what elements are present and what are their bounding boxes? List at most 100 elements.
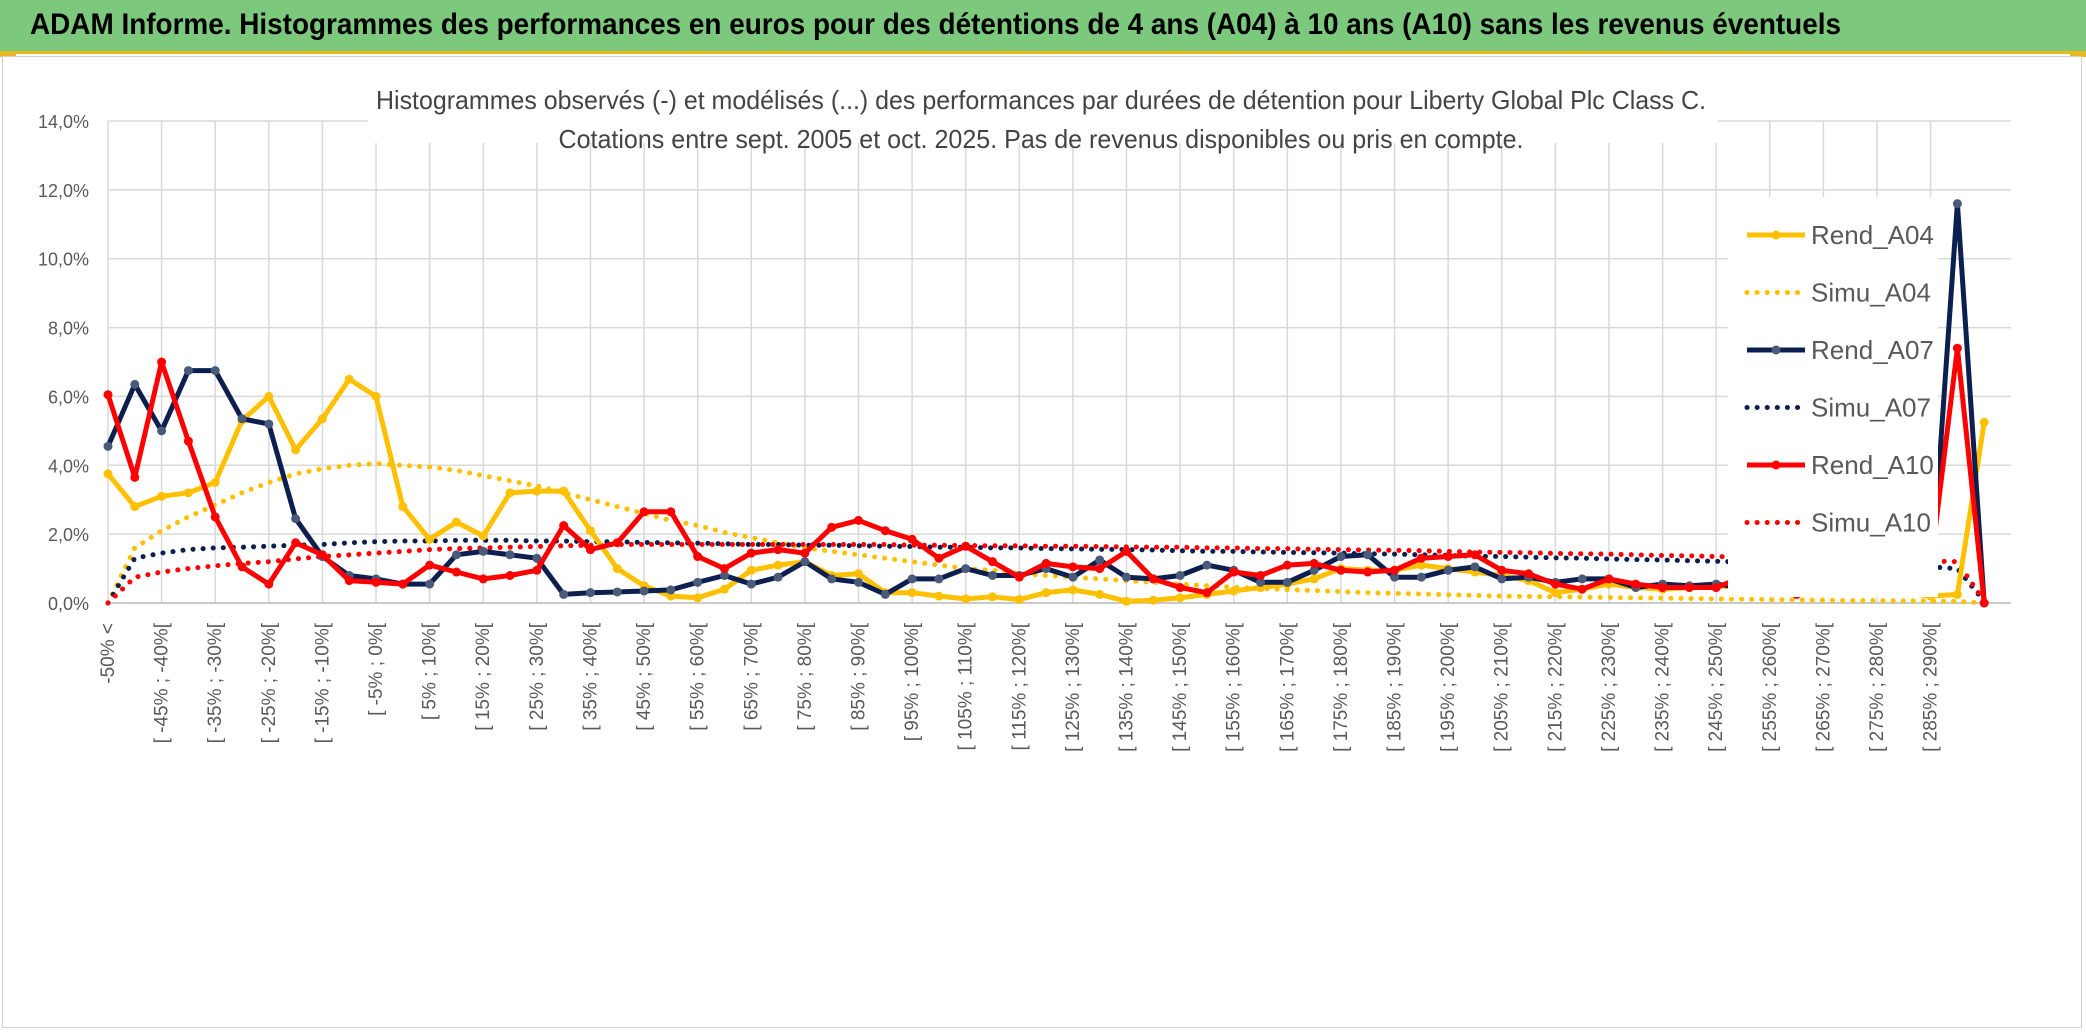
y-tick-label: 12,0% <box>38 181 89 201</box>
report-title: ADAM Informe. Histogrammes des performan… <box>30 8 1842 41</box>
data-point <box>1336 552 1346 562</box>
legend-marker <box>1771 460 1781 470</box>
data-point <box>1390 572 1400 582</box>
data-point <box>1229 586 1239 596</box>
legend-marker <box>1771 345 1781 355</box>
x-tick-label: [ 175% ; 180%[ <box>1331 622 1352 752</box>
data-point <box>1631 579 1641 589</box>
data-point <box>183 488 193 498</box>
x-tick-label: [ 75% ; 80%[ <box>795 622 816 730</box>
data-point <box>853 569 863 579</box>
data-point <box>1979 598 1989 608</box>
x-axis-ticks: -50% < [ -45% ; -40%[[ -35% ; -30%[[ -25%… <box>98 622 1942 752</box>
data-point <box>344 576 354 586</box>
data-point <box>1122 572 1132 582</box>
data-point <box>371 577 381 587</box>
header-banner: ADAM Informe. Histogrammes des performan… <box>0 0 2086 54</box>
title-background <box>368 61 1718 143</box>
data-point <box>451 517 461 527</box>
x-tick-label: -50% < <box>98 623 119 684</box>
data-point <box>800 548 810 558</box>
legend-label: Simu_A07 <box>1811 393 1931 423</box>
x-tick-label: [ 15% ; 20%[ <box>473 622 494 730</box>
data-point <box>264 579 274 589</box>
x-tick-label: [ 285% ; 290%[ <box>1921 622 1942 752</box>
data-point <box>585 526 595 536</box>
data-point <box>157 426 167 436</box>
data-point <box>1443 565 1453 575</box>
x-tick-label: [ 125% ; 130%[ <box>1063 622 1084 752</box>
data-point <box>505 570 515 580</box>
legend-item-simu-a04: Simu_A04 <box>1744 278 1931 308</box>
data-point <box>1122 596 1132 606</box>
data-point <box>1148 574 1158 584</box>
data-point <box>264 419 274 429</box>
chart-subtitle: Cotations entre sept. 2005 et oct. 2025.… <box>559 124 1524 154</box>
data-point <box>1041 588 1051 598</box>
data-point <box>1282 560 1292 570</box>
legend-item-rend-a07: Rend_A07 <box>1747 335 1934 365</box>
data-point <box>183 366 193 376</box>
data-point <box>585 588 595 598</box>
data-point <box>157 491 167 501</box>
data-point <box>1363 567 1373 577</box>
x-tick-label: [ 265% ; 270%[ <box>1813 622 1834 752</box>
y-tick-label: 10,0% <box>38 250 89 270</box>
x-tick-label: [ 165% ; 170%[ <box>1277 622 1298 752</box>
data-point <box>317 414 327 424</box>
data-point <box>478 546 488 556</box>
data-point <box>559 486 569 496</box>
data-point <box>1095 564 1105 574</box>
data-point <box>451 550 461 560</box>
x-tick-label: [ 55% ; 60%[ <box>688 622 709 730</box>
data-point <box>585 545 595 555</box>
x-tick-label: [ 115% ; 120%[ <box>1009 622 1030 750</box>
data-point <box>532 486 542 496</box>
data-point <box>1309 574 1319 584</box>
data-point <box>1175 593 1185 603</box>
data-point <box>1068 572 1078 582</box>
x-tick-label: [ 85% ; 90%[ <box>848 622 869 730</box>
x-tick-label: [ 95% ; 100%[ <box>902 622 923 741</box>
data-point <box>1363 550 1373 560</box>
data-point <box>1309 565 1319 575</box>
y-tick-label: 2,0% <box>48 525 89 545</box>
x-tick-label: [ 5% ; 10%[ <box>420 622 441 720</box>
data-point <box>1577 584 1587 594</box>
data-point <box>1309 558 1319 568</box>
data-point <box>907 534 917 544</box>
data-point <box>237 414 247 424</box>
data-point <box>1390 565 1400 575</box>
data-point <box>1095 555 1105 565</box>
x-tick-label: [ -45% ; -40%[ <box>152 622 173 743</box>
data-point <box>237 562 247 572</box>
y-tick-label: 6,0% <box>48 387 89 407</box>
data-point <box>1952 589 1962 599</box>
y-tick-label: 4,0% <box>48 456 89 476</box>
x-tick-label: [ 135% ; 140%[ <box>1117 622 1138 752</box>
data-point <box>666 507 676 517</box>
data-point <box>425 579 435 589</box>
data-point <box>1175 570 1185 580</box>
line-chart: 0,0% 2,0% 4,0% 6,0% 8,0% 10,0% 12,0% 14,0% -50%… <box>38 61 2011 752</box>
data-point <box>1604 574 1614 584</box>
legend: Rend_A04 Simu_A04 Rend_A07 Simu_A07 Rend_A10… <box>1728 197 1938 597</box>
data-point <box>1497 565 1507 575</box>
data-point <box>719 564 729 574</box>
data-point <box>1416 572 1426 582</box>
legend-label: Simu_A04 <box>1811 278 1931 308</box>
series-line <box>105 542 1987 606</box>
data-point <box>934 553 944 563</box>
data-point <box>1952 199 1962 209</box>
data-point <box>1524 569 1534 579</box>
data-point <box>210 512 220 522</box>
data-point <box>559 589 569 599</box>
legend-item-simu-a10: Simu_A10 <box>1744 508 1931 538</box>
y-axis-ticks: 0,0% 2,0% 4,0% 6,0% 8,0% 10,0% 12,0% 14,0% <box>38 112 89 614</box>
x-tick-label: [ 235% ; 240%[ <box>1653 622 1674 752</box>
data-point <box>907 588 917 598</box>
data-point <box>1122 546 1132 556</box>
data-point <box>1229 567 1239 577</box>
data-point <box>157 357 167 367</box>
data-point <box>934 591 944 601</box>
